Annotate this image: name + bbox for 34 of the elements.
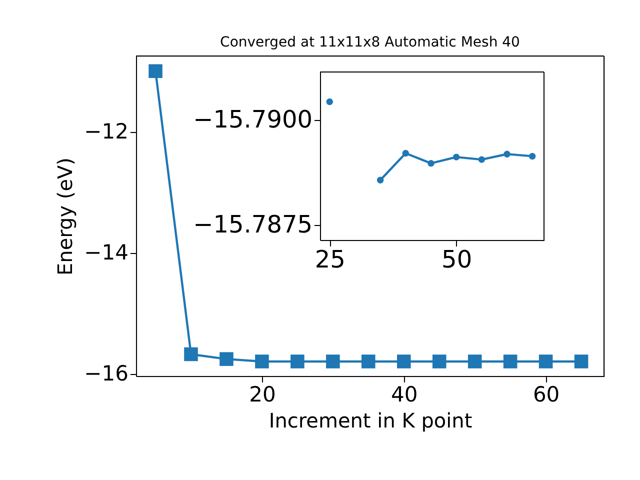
point — [396, 354, 411, 368]
point — [428, 160, 434, 167]
point — [452, 154, 460, 160]
point — [220, 352, 234, 366]
point — [528, 152, 536, 160]
point — [504, 150, 510, 158]
point — [574, 354, 588, 368]
point — [376, 176, 384, 184]
point — [184, 347, 198, 362]
x-axis-title: Increment in K point — [268, 408, 472, 432]
x-tick-label: 40 — [391, 382, 418, 406]
point — [503, 354, 518, 368]
y-tick-label: −14 — [84, 240, 128, 265]
y-tick-label: −15.7900 — [193, 106, 312, 134]
point — [402, 150, 409, 157]
x-tick-label: 60 — [532, 382, 560, 406]
point — [326, 98, 333, 106]
point — [255, 354, 269, 368]
point — [538, 354, 553, 368]
point — [432, 354, 446, 368]
y-tick-label: −15.7875 — [193, 210, 312, 238]
point — [468, 354, 482, 368]
y-tick-label: −12 — [84, 120, 128, 144]
y-axis-title: Energy (eV) — [53, 158, 78, 276]
point — [290, 354, 304, 368]
x-tick-label: 50 — [442, 246, 472, 274]
point — [478, 156, 486, 163]
point — [326, 354, 340, 368]
chart-title: Converged at 11x11x8 Automatic Mesh 40 — [220, 34, 520, 50]
x-tick-label: 25 — [314, 246, 346, 274]
point — [362, 354, 376, 368]
y-tick-label: −16 — [84, 362, 128, 386]
x-tick-label: 20 — [249, 382, 276, 406]
point — [148, 64, 162, 78]
